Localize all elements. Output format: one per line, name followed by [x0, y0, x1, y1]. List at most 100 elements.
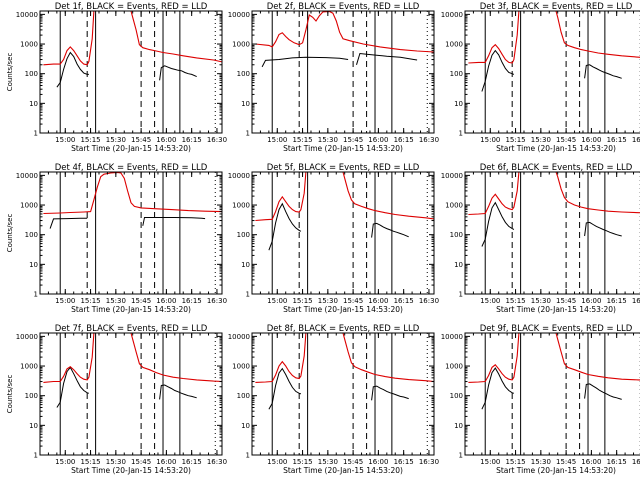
plot-frame — [464, 10, 640, 134]
x-axis-label: Start Time (20-Jan-15 14:53:20) — [283, 466, 403, 475]
y-tick-label: 100 — [25, 231, 38, 239]
y-tick-label: 1 — [34, 130, 38, 138]
x-axis: 15:00 15:15 15:30 15:45 16:00 16:15 16:30 — [464, 333, 640, 466]
x-tick-label: 15:45 — [131, 136, 151, 144]
y-axis: 1 10 100 1000 10000 — [441, 333, 470, 460]
y-tick-label: 10000 — [441, 172, 463, 180]
y-axis: 1 10 100 1000 10000 — [228, 11, 434, 138]
x-tick-label: 15:30 — [318, 297, 338, 305]
x-tick-label: 15:30 — [106, 458, 126, 466]
x-tick-label: 16:30 — [419, 136, 439, 144]
lld-series-line — [43, 172, 222, 215]
marker-lines — [59, 172, 216, 294]
marker-lines — [271, 11, 428, 133]
y-tick-label: 10000 — [441, 333, 463, 341]
events-series-line — [584, 221, 622, 237]
y-tick-label: 10 — [29, 100, 38, 108]
lld-series-line — [43, 11, 222, 66]
x-tick-label: 15:15 — [505, 297, 525, 305]
y-tick-label: 10 — [29, 261, 38, 269]
y-axis: 1 10 100 1000 10000 — [16, 333, 222, 460]
panel-title: Det 6f, BLACK = Events, RED = LLD — [480, 163, 633, 173]
x-tick-label: 15:45 — [556, 458, 576, 466]
y-axis: 1 10 100 1000 10000 — [228, 172, 434, 299]
events-series-line — [56, 366, 90, 408]
panel-9: Det 9f, BLACK = Events, RED = LLD1101001… — [441, 324, 640, 475]
panel-title: Det 1f, BLACK = Events, RED = LLD — [55, 2, 208, 12]
y-axis: 1 10 100 1000 10000 — [16, 11, 222, 138]
x-tick-label: 15:00 — [267, 297, 287, 305]
events-series-line — [371, 222, 409, 238]
x-tick-label: 16:30 — [419, 297, 439, 305]
y-axis-label: Counts/sec — [6, 53, 14, 92]
plot-frame — [39, 332, 223, 456]
y-tick-label: 1000 — [445, 41, 463, 49]
x-tick-label: 16:15 — [394, 136, 414, 144]
x-axis: 15:00 15:15 15:30 15:45 16:00 16:15 16:30 — [39, 333, 227, 466]
x-tick-label: 16:00 — [581, 136, 601, 144]
x-tick-label: 15:00 — [480, 136, 500, 144]
y-tick-label: 10 — [241, 100, 250, 108]
y-axis: 1 10 100 1000 10000 — [441, 172, 470, 299]
lld-series-line — [255, 11, 434, 53]
lld-series-line — [468, 333, 640, 383]
x-tick-label: 15:45 — [131, 297, 151, 305]
x-tick-label: 15:00 — [267, 136, 287, 144]
lld-series-line — [255, 333, 434, 383]
x-tick-label: 15:30 — [531, 297, 551, 305]
x-tick-label: 15:00 — [267, 458, 287, 466]
y-tick-label: 1000 — [232, 202, 250, 210]
x-tick-label: 15:15 — [80, 297, 100, 305]
x-tick-label: 16:00 — [156, 458, 176, 466]
x-tick-label: 15:15 — [80, 136, 100, 144]
x-tick-label: 16:00 — [368, 297, 388, 305]
x-tick-label: 16:15 — [607, 136, 627, 144]
events-series-line — [584, 64, 622, 79]
events-series-line — [481, 201, 515, 247]
x-axis-label: Start Time (20-Jan-15 14:53:20) — [496, 305, 616, 314]
y-tick-label: 1 — [34, 452, 38, 460]
x-tick-label: 15:00 — [55, 458, 75, 466]
y-tick-label: 1 — [34, 291, 38, 299]
x-tick-label: 15:15 — [505, 458, 525, 466]
events-series-line — [49, 217, 88, 229]
x-axis: 15:00 15:15 15:30 15:45 16:00 16:15 16:30 — [39, 172, 227, 305]
x-tick-label: 16:00 — [368, 136, 388, 144]
events-series-line — [481, 367, 515, 410]
y-tick-label: 1 — [246, 452, 250, 460]
x-tick-label: 15:45 — [131, 458, 151, 466]
y-tick-label: 10 — [454, 100, 463, 108]
panel-title: Det 5f, BLACK = Events, RED = LLD — [267, 163, 420, 173]
x-tick-label: 15:30 — [318, 136, 338, 144]
lld-series-line — [255, 172, 434, 222]
events-series-line — [481, 49, 515, 92]
x-tick-label: 15:30 — [106, 136, 126, 144]
x-tick-label: 15:15 — [292, 297, 312, 305]
plot-frame — [251, 10, 435, 134]
plot-frame — [464, 332, 640, 456]
x-tick-label: 15:45 — [343, 297, 363, 305]
x-tick-label: 16:15 — [182, 136, 202, 144]
x-axis-label: Start Time (20-Jan-15 14:53:20) — [71, 144, 191, 153]
x-axis-label: Start Time (20-Jan-15 14:53:20) — [71, 305, 191, 314]
panel-5: Det 5f, BLACK = Events, RED = LLD1101001… — [228, 163, 439, 314]
x-axis: 15:00 15:15 15:30 15:45 16:00 16:15 16:30 — [251, 11, 439, 144]
y-axis-label: Counts/sec — [6, 375, 14, 414]
y-tick-label: 10000 — [16, 333, 38, 341]
events-series-line — [356, 52, 418, 65]
x-tick-label: 16:00 — [581, 297, 601, 305]
events-series-line — [159, 65, 197, 81]
lld-series-line — [43, 333, 222, 383]
y-tick-label: 1 — [459, 452, 463, 460]
panel-7: Det 7f, BLACK = Events, RED = LLD1101001… — [6, 324, 227, 475]
x-tick-label: 16:15 — [394, 458, 414, 466]
x-tick-label: 15:45 — [343, 458, 363, 466]
x-tick-label: 16:00 — [368, 458, 388, 466]
y-tick-label: 10000 — [228, 172, 250, 180]
y-tick-label: 10000 — [228, 11, 250, 19]
y-tick-label: 1000 — [20, 363, 38, 371]
x-tick-label: 15:15 — [80, 458, 100, 466]
y-tick-label: 10000 — [228, 333, 250, 341]
